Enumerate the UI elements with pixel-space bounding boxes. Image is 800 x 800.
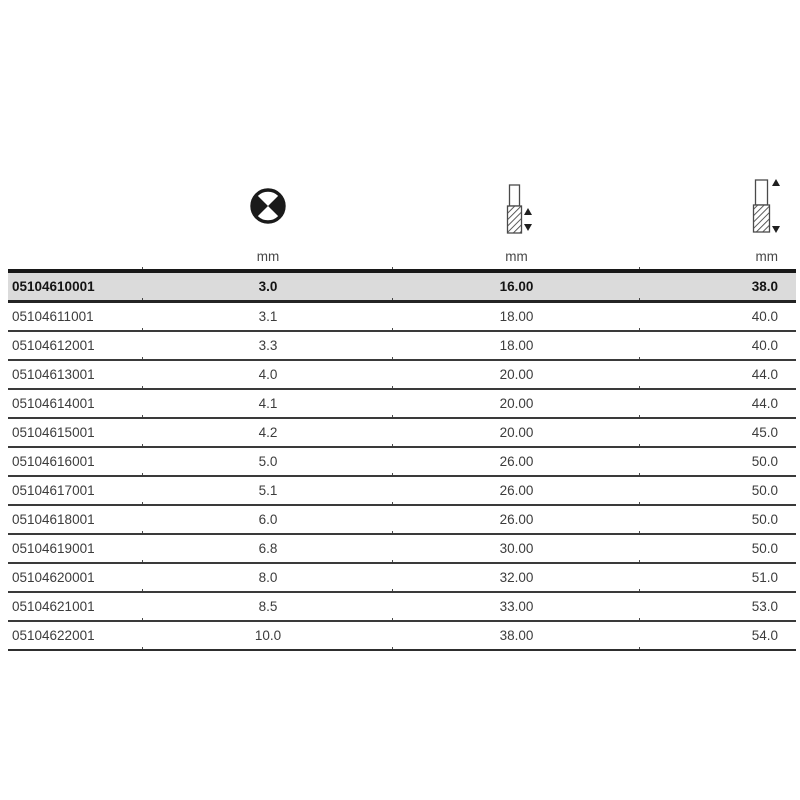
header-empty-cell bbox=[8, 178, 143, 243]
diameter-value-cell: 6.0 bbox=[143, 505, 393, 535]
article-cell: 05104619001 bbox=[8, 534, 143, 564]
article-cell: 05104613001 bbox=[8, 360, 143, 390]
table-row-highlighted: 05104610001 3.0 16.00 38.0 bbox=[8, 269, 796, 303]
unit-label-diameter: mm bbox=[143, 243, 393, 271]
total-length-value-cell: 40.0 bbox=[640, 331, 796, 361]
working-length-value-cell: 33.00 bbox=[393, 592, 640, 622]
total-length-icon bbox=[746, 178, 784, 240]
diameter-value-cell: 5.0 bbox=[143, 447, 393, 477]
spec-table: mm mm mm 05104610001 3.0 16.00 38.0 0510… bbox=[8, 178, 796, 651]
total-length-value-cell: 50.0 bbox=[640, 534, 796, 564]
working-length-value-cell: 30.00 bbox=[393, 534, 640, 564]
unit-label-working-length: mm bbox=[393, 243, 640, 271]
diameter-value-cell: 3.1 bbox=[143, 301, 393, 332]
table-row: 05104620001 8.0 32.00 51.0 bbox=[8, 563, 796, 593]
working-length-value-cell: 26.00 bbox=[393, 476, 640, 506]
table-row: 05104618001 6.0 26.00 50.0 bbox=[8, 505, 796, 535]
table-row: 05104622001 10.0 38.00 54.0 bbox=[8, 621, 796, 651]
unit-label-total-length: mm bbox=[755, 248, 779, 264]
diameter-value-cell: 5.1 bbox=[143, 476, 393, 506]
table-row: 05104614001 4.1 20.00 44.0 bbox=[8, 389, 796, 419]
article-cell: 05104621001 bbox=[8, 592, 143, 622]
table-row: 05104612001 3.3 18.00 40.0 bbox=[8, 331, 796, 361]
working-length-value-cell: 38.00 bbox=[393, 621, 640, 651]
table-row: 05104615001 4.2 20.00 45.0 bbox=[8, 418, 796, 448]
spec-table-header: mm mm mm bbox=[8, 178, 796, 271]
table-row: 05104619001 6.8 30.00 50.0 bbox=[8, 534, 796, 564]
working-length-value-cell: 18.00 bbox=[393, 331, 640, 361]
article-cell: 05104622001 bbox=[8, 621, 143, 651]
diameter-column-header bbox=[143, 178, 393, 243]
diameter-value-cell: 8.5 bbox=[143, 592, 393, 622]
working-length-column-header bbox=[393, 178, 640, 243]
article-cell: 05104611001 bbox=[8, 301, 143, 332]
spec-table-body: 05104610001 3.0 16.00 38.0 05104611001 3… bbox=[8, 269, 796, 651]
article-cell: 05104614001 bbox=[8, 389, 143, 419]
diameter-value-cell: 4.0 bbox=[143, 360, 393, 390]
working-length-value-cell: 16.00 bbox=[393, 269, 640, 303]
article-cell: 05104617001 bbox=[8, 476, 143, 506]
diameter-value-cell: 3.3 bbox=[143, 331, 393, 361]
table-row: 05104616001 5.0 26.00 50.0 bbox=[8, 447, 796, 477]
total-length-value-cell: 50.0 bbox=[640, 476, 796, 506]
working-length-value-cell: 26.00 bbox=[393, 505, 640, 535]
article-cell: 05104618001 bbox=[8, 505, 143, 535]
diameter-circle-icon bbox=[249, 186, 287, 240]
table-row: 05104613001 4.0 20.00 44.0 bbox=[8, 360, 796, 390]
working-length-value-cell: 20.00 bbox=[393, 360, 640, 390]
working-length-value-cell: 20.00 bbox=[393, 389, 640, 419]
total-length-value-cell: 40.0 bbox=[640, 301, 796, 332]
table-row: 05104617001 5.1 26.00 50.0 bbox=[8, 476, 796, 506]
working-length-value-cell: 32.00 bbox=[393, 563, 640, 593]
diameter-value-cell: 4.2 bbox=[143, 418, 393, 448]
article-cell: 05104620001 bbox=[8, 563, 143, 593]
total-length-column-header bbox=[640, 178, 796, 243]
article-cell: 05104612001 bbox=[8, 331, 143, 361]
working-length-value-cell: 20.00 bbox=[393, 418, 640, 448]
working-length-value-cell: 26.00 bbox=[393, 447, 640, 477]
diameter-value-cell: 3.0 bbox=[143, 269, 393, 303]
total-length-value-cell: 44.0 bbox=[640, 360, 796, 390]
total-length-value-cell: 45.0 bbox=[640, 418, 796, 448]
total-length-value-cell: 44.0 bbox=[640, 389, 796, 419]
article-cell: 05104610001 bbox=[8, 269, 143, 303]
diameter-value-cell: 4.1 bbox=[143, 389, 393, 419]
header-units-row: mm mm mm bbox=[8, 243, 796, 271]
diameter-value-cell: 6.8 bbox=[143, 534, 393, 564]
table-row: 05104621001 8.5 33.00 53.0 bbox=[8, 592, 796, 622]
diameter-value-cell: 10.0 bbox=[143, 621, 393, 651]
article-cell: 05104615001 bbox=[8, 418, 143, 448]
article-cell: 05104616001 bbox=[8, 447, 143, 477]
table-row: 05104611001 3.1 18.00 40.0 bbox=[8, 301, 796, 332]
total-length-value-cell: 54.0 bbox=[640, 621, 796, 651]
working-length-value-cell: 18.00 bbox=[393, 301, 640, 332]
working-length-icon bbox=[498, 184, 536, 240]
total-length-value-cell: 50.0 bbox=[640, 505, 796, 535]
total-length-value-cell: 53.0 bbox=[640, 592, 796, 622]
diameter-value-cell: 8.0 bbox=[143, 563, 393, 593]
header-icons-row bbox=[8, 178, 796, 243]
header-empty-cell bbox=[8, 243, 143, 271]
total-length-value-cell: 50.0 bbox=[640, 447, 796, 477]
total-length-value-cell: 51.0 bbox=[640, 563, 796, 593]
total-length-value-cell: 38.0 bbox=[640, 269, 796, 303]
